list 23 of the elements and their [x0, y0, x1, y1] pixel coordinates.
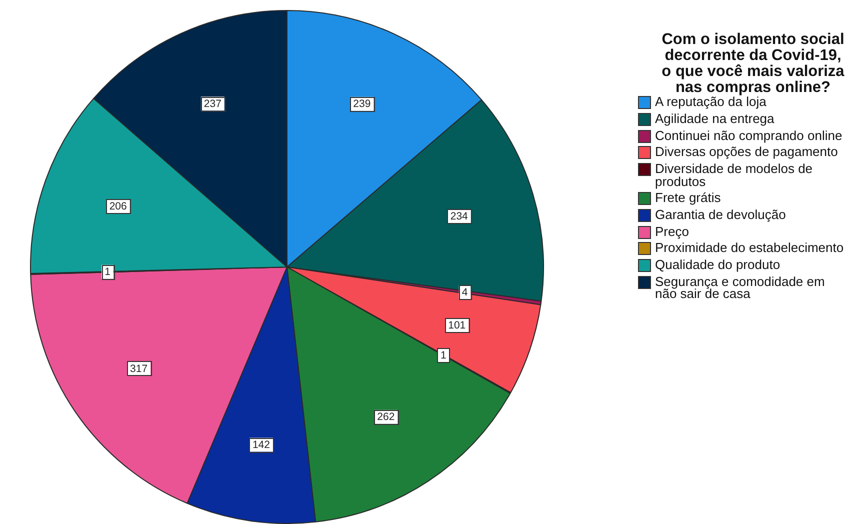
legend-label: Diversas opções de pagamento: [655, 144, 839, 160]
legend-label: Segurança e comodidade em não sair de casa: [655, 274, 826, 302]
legend-label: A reputação da loja: [655, 94, 766, 109]
data-label: 4: [462, 286, 468, 299]
data-label: 234: [450, 210, 468, 222]
legend-label: Proximidade do estabelecimento: [655, 240, 845, 256]
legend-label: Garantia de devolução: [655, 206, 787, 222]
data-label: 142: [252, 439, 270, 452]
data-label: 317: [130, 362, 148, 375]
data-label: 206: [109, 200, 127, 213]
legend-label: Frete grátis: [655, 190, 722, 205]
data-label: 239: [353, 98, 371, 110]
legend-label: Continuei não comprando online: [655, 128, 844, 143]
legend-title: Com o isolamento social decorrente da Covid-19, o que você mais valoriza nas compras online?: [660, 31, 846, 96]
data-label: 262: [377, 411, 395, 424]
legend-label: Preço: [655, 224, 690, 239]
data-label: 101: [448, 320, 466, 332]
legend-label: Qualidade do produto: [655, 257, 782, 272]
data-label: 237: [204, 98, 222, 110]
legend-label: Agilidade na entrega: [655, 110, 776, 126]
legend-label: Diversidade de modelos de produtos: [655, 161, 814, 189]
data-label: 1: [440, 350, 446, 362]
data-label: 1: [104, 266, 111, 278]
